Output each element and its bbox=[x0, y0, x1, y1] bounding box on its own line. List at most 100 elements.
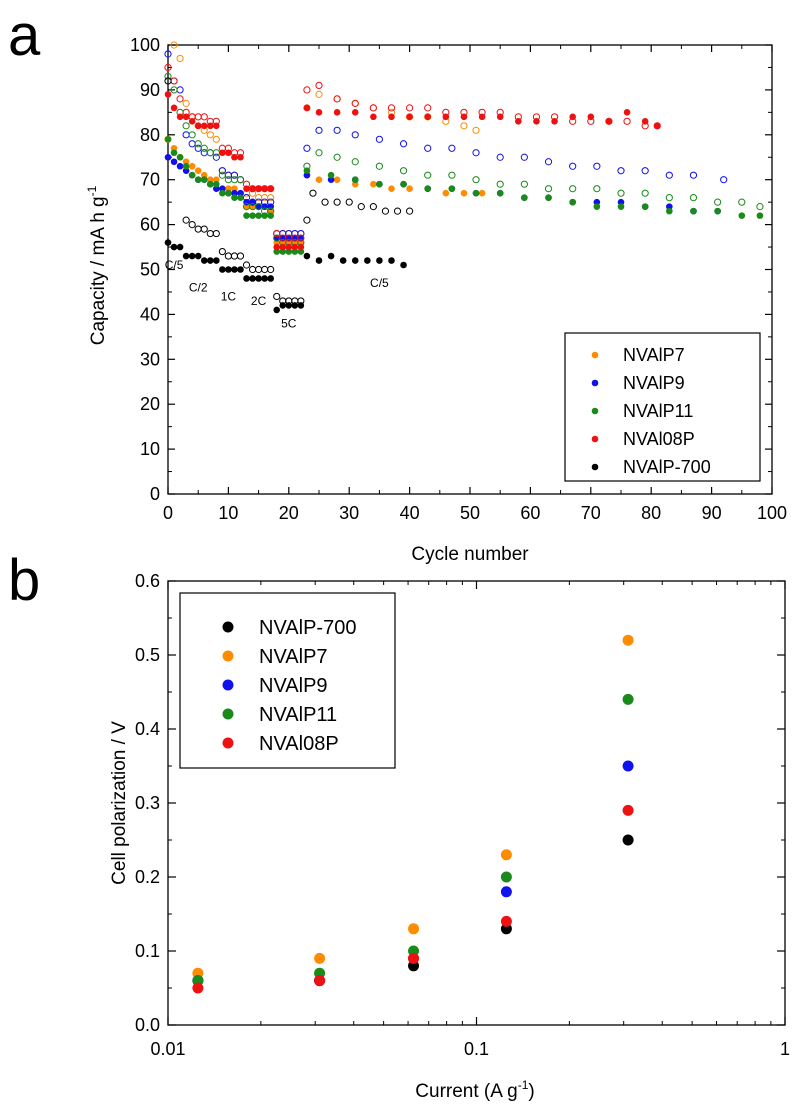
point-nval08p bbox=[500, 915, 512, 927]
point-open-nvalp-700 bbox=[393, 207, 402, 215]
point-filled-nvalp11 bbox=[569, 198, 576, 206]
x-tick-label-a: 100 bbox=[757, 503, 787, 523]
point-filled-nval08p bbox=[225, 149, 232, 157]
point-filled-nvalp11 bbox=[448, 185, 456, 192]
point-filled-nval08p bbox=[569, 113, 576, 121]
point-nval08p bbox=[408, 952, 420, 964]
y-tick-label-b: 0.5 bbox=[135, 645, 160, 665]
point-open-nvalp-700 bbox=[182, 216, 190, 224]
point-filled-nval08p bbox=[551, 118, 558, 125]
point-filled-nvalp-700 bbox=[255, 275, 262, 282]
point-filled-nval08p bbox=[424, 113, 432, 121]
point-filled-nvalp-700 bbox=[400, 261, 407, 269]
y-tick-label-a: 0 bbox=[150, 484, 160, 504]
point-open-nval08p bbox=[315, 81, 323, 90]
point-filled-nvalp9 bbox=[255, 203, 262, 210]
point-open-nvalp11 bbox=[520, 180, 528, 188]
y-tick-label-a: 100 bbox=[130, 35, 160, 55]
point-filled-nvalp-700 bbox=[231, 266, 238, 273]
point-nvalp7 bbox=[408, 923, 420, 935]
point-filled-nvalp7 bbox=[442, 189, 450, 197]
point-open-nvalp9 bbox=[303, 144, 311, 152]
point-filled-nval08p bbox=[213, 122, 220, 130]
y-tick-label-a: 50 bbox=[140, 260, 160, 280]
point-filled-nvalp11 bbox=[690, 207, 697, 215]
point-open-nvalp-700 bbox=[206, 229, 214, 238]
point-open-nvalp9 bbox=[212, 153, 220, 161]
point-open-nvalp11 bbox=[593, 185, 601, 193]
point-open-nvalp9 bbox=[424, 144, 432, 152]
point-filled-nvalp-700 bbox=[297, 302, 305, 309]
point-open-nvalp11 bbox=[236, 176, 245, 184]
point-filled-nvalp-700 bbox=[188, 252, 196, 260]
x-tick-label-a: 0 bbox=[163, 503, 173, 523]
point-open-nval08p bbox=[164, 63, 172, 72]
point-filled-nvalp11 bbox=[261, 212, 268, 219]
annotation-rate-label: C/2 bbox=[189, 280, 208, 294]
x-tick-label-a: 10 bbox=[218, 503, 238, 523]
point-open-nvalp7 bbox=[212, 135, 220, 143]
y-axis-title-a-sup: -1 bbox=[85, 185, 99, 196]
legend-label-nvalp9: NVAlP9 bbox=[259, 675, 328, 697]
point-filled-nvalp-700 bbox=[176, 243, 184, 251]
point-nvalp7 bbox=[314, 952, 326, 964]
y-tick-label-a: 20 bbox=[140, 394, 160, 414]
point-open-nvalp-700 bbox=[273, 292, 281, 301]
series-a-nvalp9 bbox=[164, 50, 728, 242]
point-open-nvalp11 bbox=[472, 176, 480, 184]
point-filled-nval08p bbox=[351, 109, 359, 116]
point-open-nvalp9 bbox=[720, 176, 728, 184]
point-filled-nval08p bbox=[623, 109, 631, 116]
point-filled-nval08p bbox=[267, 185, 274, 192]
point-filled-nvalp-700 bbox=[267, 275, 274, 282]
point-filled-nvalp7 bbox=[478, 189, 486, 197]
point-open-nvalp7 bbox=[182, 99, 190, 107]
point-open-nvalp9 bbox=[218, 167, 226, 175]
point-filled-nvalp11 bbox=[496, 189, 504, 197]
point-filled-nval08p bbox=[188, 118, 196, 125]
point-open-nvalp11 bbox=[224, 176, 232, 184]
point-open-nval08p bbox=[273, 229, 281, 238]
point-filled-nvalp11 bbox=[714, 207, 721, 215]
y-tick-label-b: 0.4 bbox=[135, 719, 160, 739]
x-tick-label-b: 0.1 bbox=[464, 1039, 489, 1059]
x-axis-title-b-main: Current (A g bbox=[415, 1081, 517, 1102]
y-tick-label-b: 0.0 bbox=[135, 1015, 160, 1035]
point-filled-nvalp-700 bbox=[351, 257, 359, 264]
legend-label-nvalp11: NVAlP11 bbox=[259, 704, 337, 726]
x-axis-title-b-sup: -1 bbox=[518, 1078, 529, 1092]
y-tick-label-a: 70 bbox=[140, 170, 160, 190]
point-open-nvalp-700 bbox=[406, 207, 414, 215]
point-filled-nvalp11 bbox=[756, 212, 764, 219]
point-open-nvalp11 bbox=[182, 122, 190, 130]
point-filled-nval08p bbox=[255, 185, 262, 192]
point-filled-nvalp11 bbox=[249, 212, 256, 219]
point-filled-nvalp-700 bbox=[249, 275, 256, 282]
point-filled-nvalp-700 bbox=[206, 257, 214, 264]
point-filled-nvalp-700 bbox=[219, 266, 226, 273]
point-filled-nval08p bbox=[653, 122, 661, 130]
point-filled-nvalp11 bbox=[231, 194, 238, 201]
y-tick-label-a: 60 bbox=[140, 215, 160, 235]
x-tick-label-a: 20 bbox=[279, 503, 299, 523]
point-filled-nvalp11 bbox=[206, 180, 214, 188]
point-nvalp9 bbox=[622, 760, 634, 772]
point-open-nvalp7 bbox=[315, 90, 323, 98]
point-open-nvalp11 bbox=[315, 149, 323, 157]
point-open-nvalp-700 bbox=[188, 221, 196, 229]
point-open-nvalp9 bbox=[472, 149, 480, 157]
point-open-nvalp11 bbox=[212, 149, 220, 157]
point-filled-nval08p bbox=[587, 113, 595, 121]
y-tick-label-a: 90 bbox=[140, 80, 160, 100]
point-open-nvalp9 bbox=[182, 131, 190, 139]
x-axis-title-b: Current (A g-1) bbox=[415, 1078, 534, 1102]
point-open-nvalp7 bbox=[472, 126, 480, 134]
point-open-nval08p bbox=[303, 86, 311, 94]
x-axis-title-b-tail: ) bbox=[528, 1081, 534, 1102]
x-tick-label-a: 50 bbox=[460, 503, 480, 523]
point-filled-nvalp-700 bbox=[285, 302, 293, 309]
point-filled-nval08p bbox=[206, 122, 214, 130]
point-filled-nvalp7 bbox=[194, 167, 202, 175]
y-tick-label-b: 0.1 bbox=[135, 941, 160, 961]
point-filled-nvalp11 bbox=[327, 171, 335, 179]
